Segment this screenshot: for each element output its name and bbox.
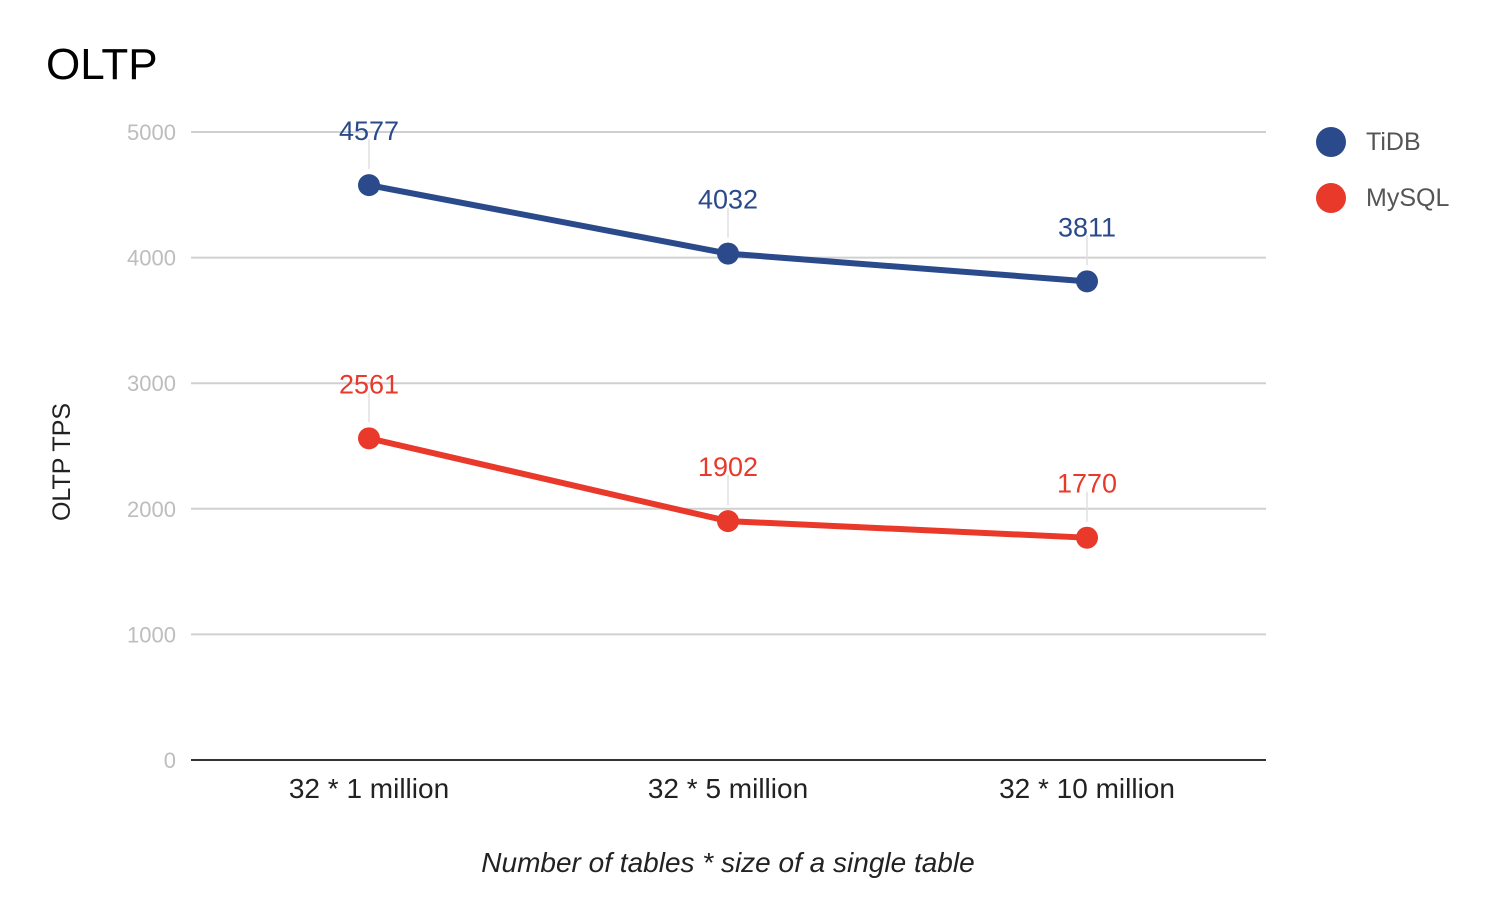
y-tick-label: 4000 xyxy=(127,246,176,271)
legend-label-tidb: TiDB xyxy=(1366,127,1421,156)
x-tick-label: 32 * 1 million xyxy=(289,773,449,804)
data-label-tidb: 4577 xyxy=(339,116,399,146)
data-label-mysql: 2561 xyxy=(339,369,399,399)
y-tick-label: 3000 xyxy=(127,371,176,396)
y-tick-label: 2000 xyxy=(127,497,176,522)
data-label-tidb: 4032 xyxy=(698,185,758,215)
legend-item-tidb[interactable]: TiDB xyxy=(1316,114,1449,170)
data-label-tidb: 3811 xyxy=(1058,212,1116,242)
data-labels: 4577 4032 3811 2561 1902 1770 xyxy=(339,116,1117,522)
series-layer xyxy=(358,174,1098,549)
x-axis-ticks: 32 * 1 million 32 * 5 million 32 * 10 mill… xyxy=(289,773,1175,804)
y-tick-label: 1000 xyxy=(127,622,176,647)
y-tick-label: 0 xyxy=(164,748,176,773)
y-axis-ticks: 0 1000 2000 3000 4000 5000 xyxy=(127,120,176,773)
chart-title: OLTP xyxy=(46,40,158,89)
y-tick-label: 5000 xyxy=(127,120,176,145)
data-point-tidb[interactable] xyxy=(717,242,739,265)
data-point-mysql[interactable] xyxy=(1076,526,1098,549)
legend-label-mysql: MySQL xyxy=(1366,183,1450,212)
legend-item-mysql[interactable]: MySQL xyxy=(1316,170,1449,226)
legend: TiDB MySQL xyxy=(1316,114,1449,226)
data-label-mysql: 1770 xyxy=(1057,469,1117,499)
x-tick-label: 32 * 5 million xyxy=(648,773,808,804)
legend-swatch-tidb xyxy=(1316,127,1346,157)
data-label-mysql: 1902 xyxy=(698,452,758,482)
y-axis-label: OLTP TPS xyxy=(48,403,76,521)
data-point-mysql[interactable] xyxy=(717,510,739,533)
x-tick-label: 32 * 10 million xyxy=(999,773,1175,804)
data-point-tidb[interactable] xyxy=(1076,270,1098,293)
x-axis-label: Number of tables * size of a single tabl… xyxy=(481,847,974,878)
data-point-tidb[interactable] xyxy=(358,174,380,197)
legend-swatch-mysql xyxy=(1316,183,1346,213)
data-point-mysql[interactable] xyxy=(358,427,380,450)
